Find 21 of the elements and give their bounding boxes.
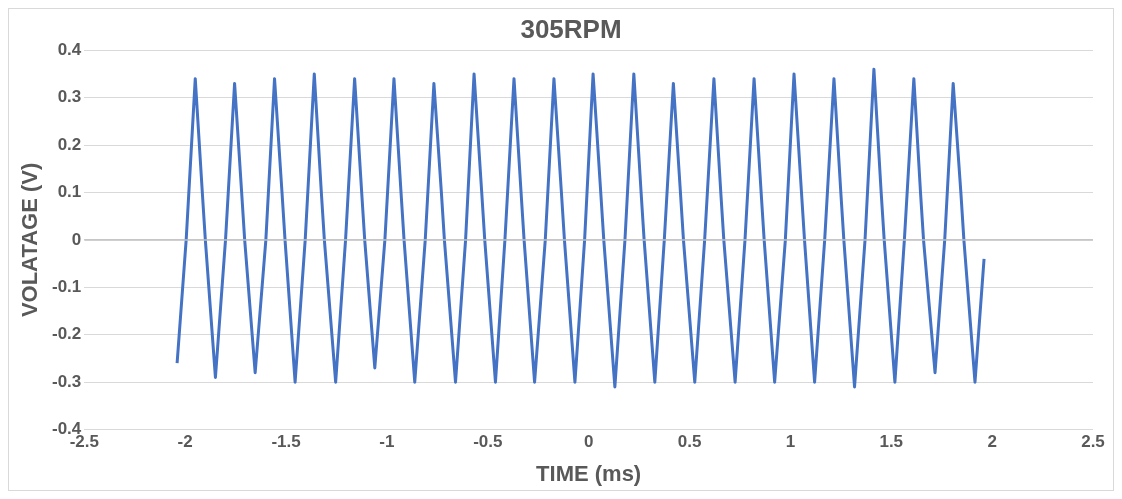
x-tick-label: -1 [379,432,395,452]
x-tick-label: 2 [987,432,997,452]
y-tick-label: 0.2 [57,134,82,154]
x-tick-label: 1 [785,432,796,452]
y-tick-label: -0.3 [52,371,82,391]
y-tick-label: 0.4 [57,39,82,59]
y-tick-label: -0.1 [52,277,82,297]
chart-title: 305RPM [520,13,622,44]
x-tick-label: 1.5 [879,432,904,452]
y-axis-title: VOLATAGE (V) [17,162,43,318]
y-tick-label: 0.3 [57,87,82,107]
y-tick-label: -0.2 [52,324,82,344]
y-tick-label: 0 [71,229,82,249]
x-tick-label: -0.5 [473,432,503,452]
x-tick-label: 2.5 [1081,432,1105,452]
x-axis-title: TIME (ms) [536,461,642,487]
x-tick-label: 0.5 [677,432,702,452]
x-tick-label: -2 [177,432,193,452]
x-tick-label: 0 [583,432,594,452]
y-tick-label: 0.1 [57,182,82,202]
x-tick-label: -1.5 [271,432,301,452]
